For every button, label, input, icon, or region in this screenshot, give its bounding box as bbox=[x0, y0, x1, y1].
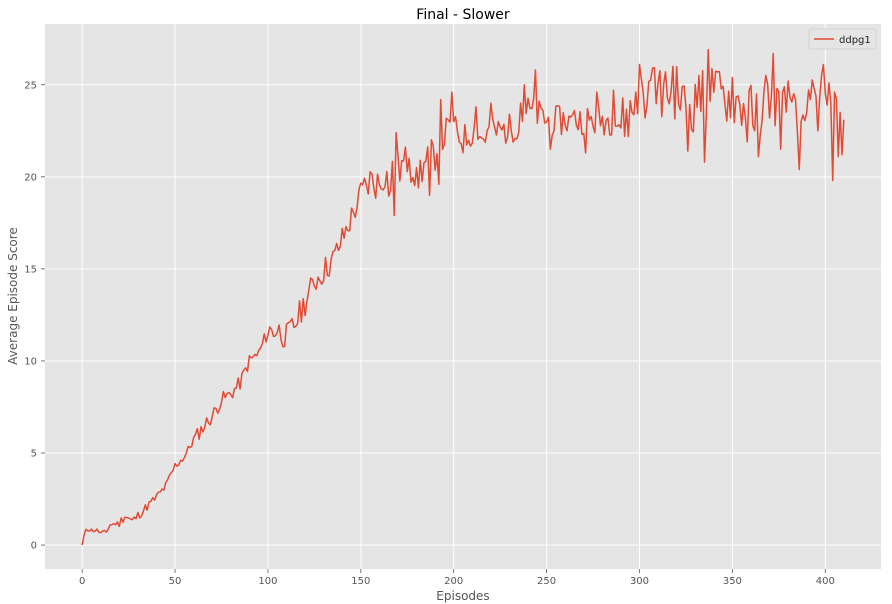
legend-box bbox=[808, 28, 877, 50]
series-line-ddpg1 bbox=[81, 49, 845, 546]
chart-title: Final - Slower bbox=[416, 7, 510, 23]
legend-label: ddpg1 bbox=[839, 35, 871, 46]
x-tick-label: 150 bbox=[351, 576, 370, 587]
x-tick-label: 300 bbox=[630, 576, 649, 587]
y-tick-label: 20 bbox=[24, 172, 37, 183]
grid-lines bbox=[45, 24, 881, 569]
y-tick-label: 5 bbox=[31, 449, 37, 460]
x-axis: 0 50 100 150 200 250 300 350 400 bbox=[79, 569, 835, 587]
legend: ddpg1 bbox=[808, 28, 877, 50]
x-tick-label: 250 bbox=[537, 576, 556, 587]
x-tick-label: 200 bbox=[444, 576, 463, 587]
y-tick-label: 15 bbox=[24, 264, 37, 275]
x-tick-label: 100 bbox=[258, 576, 277, 587]
x-tick-label: 400 bbox=[816, 576, 835, 587]
y-axis: 0 5 10 15 20 25 bbox=[24, 80, 45, 552]
x-tick-label: 350 bbox=[723, 576, 742, 587]
y-axis-label: Average Episode Score bbox=[6, 227, 20, 365]
y-tick-label: 0 bbox=[31, 541, 37, 552]
y-tick-label: 10 bbox=[24, 356, 37, 367]
series-layer bbox=[81, 49, 845, 546]
x-axis-label: Episodes bbox=[436, 589, 489, 603]
x-tick-label: 0 bbox=[79, 576, 85, 587]
plot-background bbox=[45, 24, 881, 569]
x-tick-label: 50 bbox=[169, 576, 182, 587]
y-tick-label: 25 bbox=[24, 80, 37, 91]
